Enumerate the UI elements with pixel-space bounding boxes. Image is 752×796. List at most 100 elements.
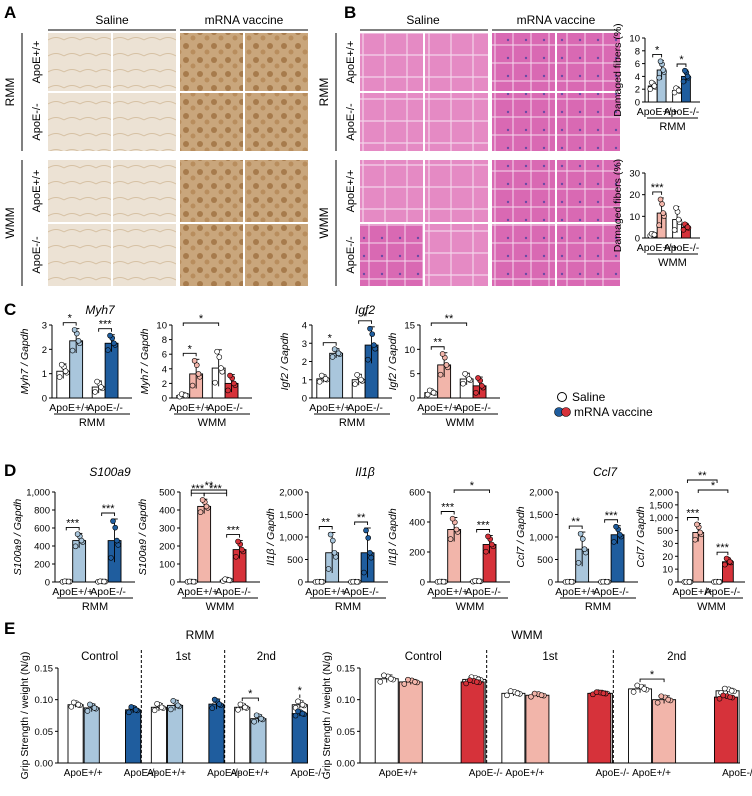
significance-bracket (697, 489, 729, 493)
data-point (600, 690, 607, 697)
gene-title-s100a9: S100a9 (89, 465, 131, 479)
data-point (473, 679, 480, 685)
x-label-wt: ApoE+/+ (177, 586, 218, 598)
legend-vaccine-marker-red (561, 407, 571, 417)
significance-bracket (62, 322, 77, 326)
bar (374, 678, 399, 764)
y-tick-label: 200 (409, 548, 425, 559)
data-point (568, 578, 575, 585)
x-label-ko: ApoE-/- (455, 402, 491, 414)
data-point (673, 205, 679, 211)
bar (525, 694, 550, 764)
significance-bracket (318, 526, 333, 530)
significance-bracket (322, 342, 337, 346)
significance-bracket (65, 526, 80, 531)
y-tick-label: 0 (170, 578, 175, 589)
data-point (371, 342, 377, 348)
significance-bracket (226, 534, 241, 538)
data-point (107, 332, 113, 339)
x-label-wt: ApoE+/+ (379, 768, 418, 779)
significance-bracket (476, 529, 491, 533)
bar (398, 681, 423, 764)
data-point (182, 392, 189, 399)
section-title-second: 2nd (257, 651, 276, 663)
data-point (680, 226, 687, 233)
significance-label: * (188, 343, 193, 355)
significance-label: ** (433, 337, 442, 349)
data-point (467, 677, 473, 684)
significance-label: *** (227, 525, 241, 537)
data-point (258, 715, 264, 722)
data-point (335, 350, 342, 357)
data-point (299, 701, 306, 708)
data-point (98, 384, 104, 390)
x-label-wt: ApoE+/+ (505, 768, 544, 779)
y-axis-label: Myh7 / Gapdh (19, 328, 31, 394)
data-point (437, 371, 444, 378)
y-tick-label: 500 (159, 488, 175, 499)
data-point (722, 561, 728, 568)
data-point (447, 536, 454, 542)
y-tick-label: 0.05 (35, 727, 54, 738)
x-group-label: WMM (456, 601, 485, 613)
data-point (528, 693, 534, 700)
b-grp-wmm: WMM (317, 207, 331, 238)
y-tick-label: 4 (162, 364, 167, 375)
x-label-ko: ApoE-/- (290, 768, 324, 779)
data-point (227, 372, 233, 379)
data-point (721, 685, 728, 692)
bar (208, 703, 225, 764)
y-tick-label: 2,000 (649, 488, 673, 499)
data-point (453, 526, 460, 533)
legend-saline-label: Saline (572, 390, 606, 404)
section-title-first: 1st (175, 651, 191, 663)
data-point (94, 378, 100, 385)
data-point (226, 577, 232, 584)
data-point (295, 708, 301, 715)
y-tick-label: 0 (410, 394, 415, 405)
data-point (489, 541, 495, 548)
a-row-wt-wmm: ApoE+/+ (31, 170, 43, 213)
a-grp-rmm: RMM (3, 78, 17, 107)
y-tick-label: 0.00 (35, 759, 54, 770)
significance-label: ** (357, 512, 366, 524)
data-point (727, 558, 733, 565)
data-point (327, 531, 334, 538)
x-label-wt: ApoE+/+ (555, 586, 596, 598)
x-group-label: WMM (697, 601, 726, 613)
y-tick-label: 0.10 (35, 695, 54, 706)
significance-label: *** (716, 542, 730, 554)
data-point (74, 531, 81, 537)
data-point (128, 704, 135, 710)
significance-label: * (650, 669, 655, 681)
data-point (630, 689, 637, 695)
y-tick-label: 500 (287, 555, 303, 566)
y-tick-label: 1,500 (649, 500, 673, 511)
a-col-vaccine: mRNA vaccine (205, 13, 284, 27)
significance-bracket (190, 489, 228, 493)
legend-saline-marker (557, 392, 567, 402)
grip-title-rmm: RMM (186, 628, 215, 642)
data-point (369, 331, 376, 337)
data-point (56, 374, 63, 380)
data-point (656, 222, 662, 229)
y-axis-label: Igf2 / Gapdh (387, 332, 399, 390)
y-tick-label: 0 (45, 578, 50, 589)
data-point (65, 578, 72, 585)
data-point (651, 83, 658, 89)
data-point (368, 554, 374, 561)
data-point (191, 357, 198, 364)
significance-bracket (652, 53, 663, 58)
data-point (479, 383, 485, 389)
data-point (581, 546, 588, 552)
data-point (174, 702, 181, 709)
x-label-ko: ApoE-/- (347, 402, 383, 414)
data-point (75, 338, 82, 344)
data-point (483, 548, 489, 555)
significance-label: * (470, 480, 475, 492)
y-tick-label: 0 (635, 234, 640, 245)
data-point (158, 704, 165, 711)
chart-c-igf2-rmm: 0 1 2 3 4 Igf2 / Gapdh * * ApoE+/+ApoE-/- RMM (279, 311, 392, 429)
